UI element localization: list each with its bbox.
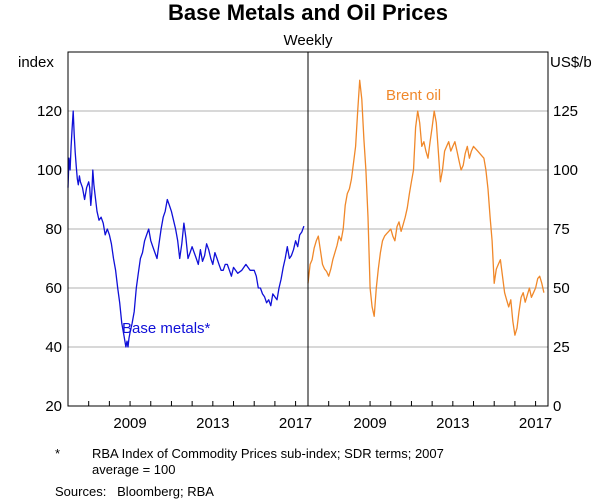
base-metals-line: [67, 110, 305, 348]
left-y-tick-60: 60: [45, 280, 62, 297]
x-tick-right-2013: 2013: [436, 415, 469, 432]
right-y-tick-125: 125: [553, 103, 578, 120]
brent-oil-line: [307, 79, 545, 336]
series-lines: [67, 79, 545, 348]
chart-title: Base Metals and Oil Prices: [168, 0, 448, 25]
x-tick-right-2017: 2017: [519, 415, 552, 432]
chart-subtitle: Weekly: [284, 32, 333, 49]
footnote: RBA Index of Commodity Prices sub-index;…: [92, 446, 444, 477]
right-y-tick-0: 0: [553, 398, 561, 415]
x-tick-left-2013: 2013: [196, 415, 229, 432]
right-y-tick-25: 25: [553, 339, 570, 356]
x-tick-left-2017: 2017: [279, 415, 312, 432]
brent-oil-label: Brent oil: [386, 87, 441, 104]
left-y-tick-20: 20: [45, 398, 62, 415]
left-axis-label: index: [18, 54, 54, 71]
footnote-marker: *: [55, 446, 61, 461]
left-y-tick-80: 80: [45, 221, 62, 238]
base-metals-label: Base metals*: [122, 320, 211, 337]
sources: Sources: Bloomberg; RBA: [55, 484, 214, 499]
left-y-tick-100: 100: [37, 162, 62, 179]
left-y-tick-40: 40: [45, 339, 62, 356]
x-tick-right-2009: 2009: [353, 415, 386, 432]
left-y-tick-120: 120: [37, 103, 62, 120]
right-y-tick-50: 50: [553, 280, 570, 297]
x-tick-left-2009: 2009: [113, 415, 146, 432]
right-y-tick-75: 75: [553, 221, 570, 238]
right-y-tick-100: 100: [553, 162, 578, 179]
right-axis-label: US$/b: [550, 54, 592, 71]
